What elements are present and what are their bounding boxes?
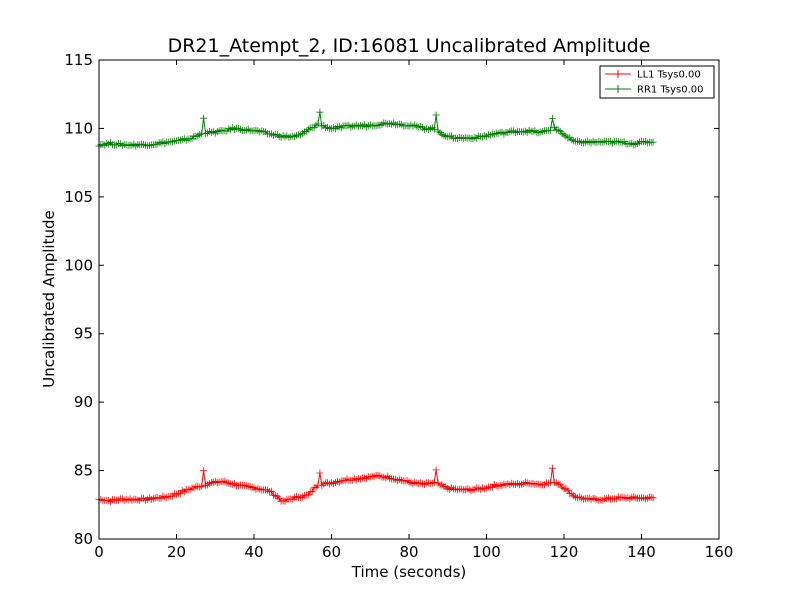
legend: LL1 Tsys0.00 RR1 Tsys0.00 — [599, 65, 715, 99]
y-tick-label: 115 — [64, 51, 93, 69]
x-axis-label: Time (seconds) — [351, 563, 467, 581]
x-tick-label: 160 — [705, 543, 734, 561]
x-tick-label: 0 — [94, 543, 104, 561]
y-tick-label: 90 — [74, 393, 93, 411]
y-tick-label: 85 — [74, 462, 93, 480]
x-tick-label: 100 — [472, 543, 501, 561]
y-axis-ticks: 80 85 90 95 100 105 110 115 — [64, 51, 719, 548]
y-tick-label: 100 — [64, 256, 93, 274]
plot-background — [99, 60, 719, 539]
legend-box — [599, 65, 715, 99]
x-tick-label: 80 — [399, 543, 418, 561]
y-tick-label: 105 — [64, 188, 93, 206]
legend-label-ll1: LL1 Tsys0.00 — [637, 70, 701, 81]
x-tick-label: 40 — [244, 543, 263, 561]
legend-label-rr1: RR1 Tsys0.00 — [637, 85, 704, 96]
y-tick-label: 95 — [74, 325, 93, 343]
x-axis-ticks: 0 20 40 60 80 100 120 140 160 — [94, 60, 733, 561]
y-tick-label: 110 — [64, 119, 93, 137]
x-tick-label: 140 — [627, 543, 656, 561]
series-layer — [95, 108, 657, 506]
y-axis-label: Uncalibrated Amplitude — [40, 210, 58, 387]
x-tick-label: 20 — [167, 543, 186, 561]
chart-title: DR21_Atempt_2, ID:16081 Uncalibrated Amp… — [168, 35, 651, 57]
x-tick-label: 60 — [322, 543, 341, 561]
legend-marker-rr1 — [614, 85, 622, 93]
legend-marker-ll1 — [614, 70, 622, 78]
x-tick-label: 120 — [550, 543, 579, 561]
y-tick-label: 80 — [74, 530, 93, 548]
